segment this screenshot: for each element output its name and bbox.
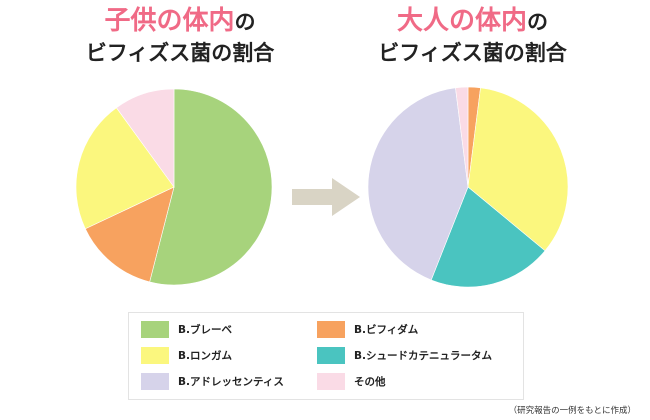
title-adult-highlight: 大人の体内 [396,6,527,36]
legend-label: B.ブレーベ [178,324,232,336]
legend-item: B.ビフィダム [317,321,418,338]
legend-item: B.シュードカテニュラータム [317,347,492,364]
source-note: （研究報告の一例をもとに作成） [508,406,636,416]
pie-child-slice-1 [149,88,273,286]
pie-child-slice-2 [84,186,175,283]
title-adult-line2: ビフィズス菌の割合 [378,41,567,66]
title-child-line2: ビフィズス菌の割合 [85,41,275,66]
title-child-particle: の [234,10,256,34]
legend-item: B.ロンガム [141,347,232,364]
legend-swatch [141,373,169,390]
title-adult: 大人の体内の ビフィズス菌の割合 [325,6,620,66]
legend-label: B.シュードカテニュラータム [354,350,492,362]
pie-child-slice-4 [115,88,175,188]
legend-swatch [141,321,169,338]
legend-swatch [317,373,345,390]
legend-label: B.ロンガム [178,350,232,362]
legend-item: B.アドレッセンティス [141,373,284,390]
legend-swatch [317,321,345,338]
pie-child-slice-3 [75,107,175,230]
title-child: 子供の体内の ビフィズス菌の割合 [40,6,320,66]
legend-label: その他 [354,376,386,388]
legend-item: その他 [317,373,386,390]
title-child-line1: 子供の体内の [40,6,320,37]
legend-item: B.ブレーベ [141,321,232,338]
legend-swatch [317,347,345,364]
arrow-right-icon [292,178,360,216]
pie-adult-slice-5 [455,87,469,188]
title-child-highlight: 子供の体内 [104,6,235,36]
pie-adult-slice-4 [367,87,469,281]
legend-label: B.ビフィダム [354,324,419,336]
legend-label: B.アドレッセンティス [178,376,284,388]
pie-chart-child [75,88,273,286]
pie-adult-slice-3 [430,186,546,287]
title-adult-particle: の [527,10,548,34]
pie-adult-slice-2 [467,87,569,252]
title-adult-line1: 大人の体内の [325,6,620,37]
pie-chart-adult [367,87,569,287]
legend-swatch [141,347,169,364]
legend: B.ブレーベ B.ビフィダム B.ロンガム B.シュードカテニュラータム B.アドレッセ… [128,312,524,400]
